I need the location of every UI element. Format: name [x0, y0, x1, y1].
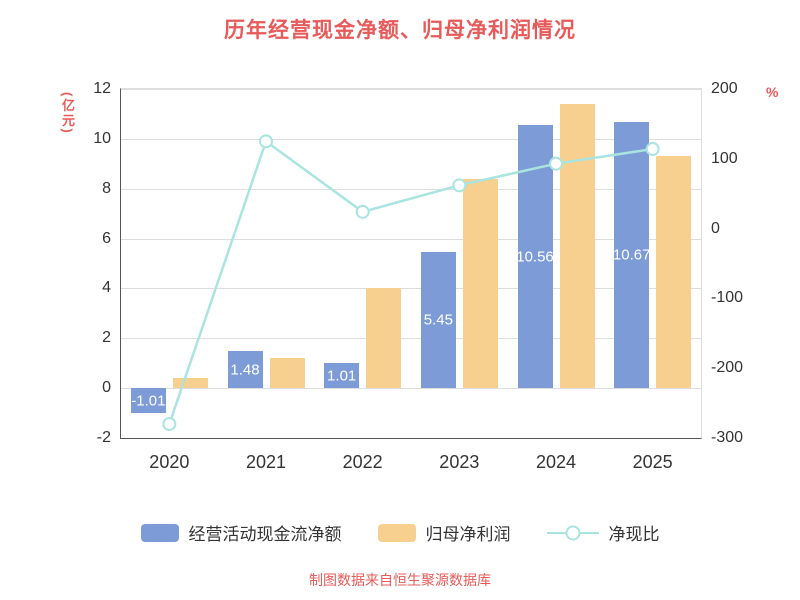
- line-marker-icon: [546, 524, 599, 542]
- line-point-marker: [162, 417, 177, 432]
- right-axis-tick-label: -200: [711, 359, 744, 377]
- line-series-cash-ratio: [162, 134, 660, 432]
- bar-operating-cashflow: [324, 362, 360, 389]
- left-axis-tick-label: 12: [93, 80, 111, 97]
- bar-net-profit: [172, 378, 208, 389]
- gridline: [121, 288, 701, 290]
- right-axis-tick-label: -300: [711, 429, 744, 446]
- line-point-marker: [645, 142, 660, 157]
- circle-marker-icon: [565, 525, 580, 540]
- x-axis-label: 2024: [535, 452, 577, 472]
- data-source-note: 制图数据来自恒生聚源数据库: [309, 572, 491, 588]
- bar-net-profit: [656, 156, 692, 389]
- gridline: [121, 188, 701, 190]
- bar-value-label: -1.01: [131, 392, 166, 410]
- line-point-marker: [452, 178, 467, 193]
- left-axis-unit-label: (亿元): [60, 92, 75, 135]
- legend-label-cash-ratio: 净现比: [608, 525, 660, 544]
- bar-value-label: 1.48: [230, 361, 260, 379]
- bar-net-profit: [462, 178, 498, 389]
- right-axis-tick-label: 0: [711, 219, 720, 237]
- legend-swatch-yellow: [377, 523, 416, 542]
- bar-value-label: 1.01: [327, 367, 357, 385]
- right-axis-tick-label: 100: [711, 149, 738, 167]
- left-axis-tick-label: -2: [96, 429, 111, 446]
- x-axis-label: 2023: [439, 452, 480, 472]
- bar-operating-cashflow: [614, 122, 650, 389]
- right-axis-unit-label: %: [766, 84, 779, 100]
- plot-area: 12 10 8 6 4 2 0 -2 200 100 0 -100 -200 -300 2020 -1.01 2…: [93, 80, 743, 472]
- legend-label-net-profit: 归母净利润: [425, 525, 511, 544]
- x-axis-label: 2022: [342, 452, 383, 472]
- bar-net-profit: [559, 103, 595, 389]
- left-axis-tick-label: 0: [102, 379, 111, 397]
- bar-net-profit: [366, 288, 402, 389]
- bar-operating-cashflow: [130, 388, 166, 414]
- legend-item-net-profit: 归母净利润: [377, 520, 511, 545]
- x-axis-label: 2025: [632, 452, 673, 472]
- left-axis-tick-label: 2: [102, 329, 111, 347]
- x-axis-label: 2020: [149, 452, 190, 472]
- right-axis-tick-label: -100: [711, 289, 744, 307]
- gridline: [121, 388, 701, 390]
- gridline: [121, 138, 701, 140]
- left-axis-tick-label: 10: [93, 129, 111, 147]
- chart-title: 历年经营现金净额、归母净利润情况: [224, 19, 576, 42]
- left-axis-tick-label: 6: [102, 229, 111, 247]
- legend-swatch-blue: [140, 523, 179, 542]
- bar-operating-cashflow: [227, 351, 263, 389]
- legend-label-operating-cashflow: 经营活动现金流净额: [188, 525, 342, 544]
- legend-item-operating-cashflow: 经营活动现金流净额: [140, 520, 342, 545]
- line-point-marker: [259, 134, 273, 149]
- legend-item-cash-ratio: 净现比: [546, 520, 660, 545]
- left-axis-tick-label: 8: [102, 179, 111, 197]
- bar-value-label: 10.56: [516, 248, 554, 266]
- x-axis-label: 2021: [245, 452, 287, 472]
- bar-value-label: 10.67: [612, 246, 651, 264]
- gridline: [121, 238, 701, 240]
- right-axis-tick-label: 200: [711, 80, 738, 97]
- bar-value-label: 5.45: [423, 311, 453, 329]
- bar-operating-cashflow: [420, 252, 456, 389]
- gridline: [121, 89, 701, 90]
- left-axis-tick-label: 4: [102, 279, 111, 297]
- line-point-marker: [549, 156, 563, 171]
- bar-net-profit: [269, 358, 305, 389]
- gridline: [121, 338, 701, 340]
- line-point-marker: [355, 204, 370, 219]
- legend: 经营活动现金流净额 归母净利润 净现比: [0, 520, 800, 545]
